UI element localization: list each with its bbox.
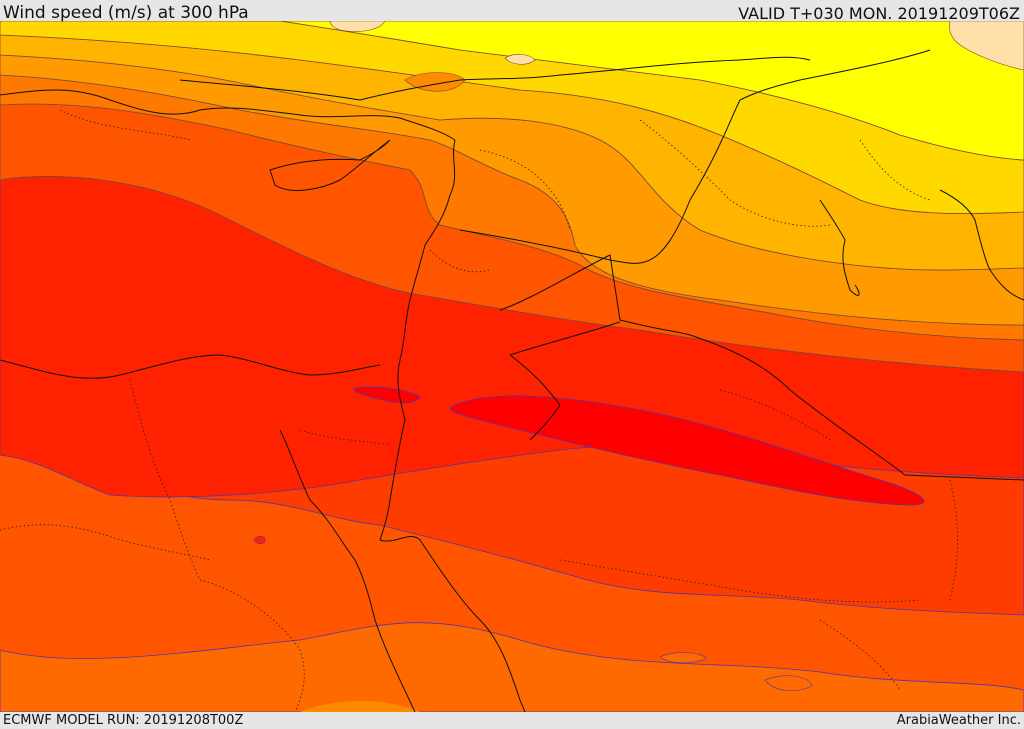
field-patch-light-3 (949, 21, 1024, 71)
credit: ArabiaWeather Inc. (896, 713, 1021, 728)
borders (0, 49, 1024, 712)
field-band-south-lightest (300, 701, 420, 712)
field-patch-light-2 (504, 54, 536, 65)
valid-time: VALID T+030 MON. 20191209T06Z (738, 4, 1020, 23)
field-jet-core-small (353, 386, 421, 404)
field-patch-orange-2 (659, 652, 707, 664)
field-jet-core (450, 395, 925, 506)
admin-borders (0, 109, 958, 712)
model-run: ECMWF MODEL RUN: 20191208T00Z (3, 713, 244, 728)
field-band-south-light (0, 622, 1024, 712)
field-patch-orange-3 (764, 675, 813, 692)
map-title: Wind speed (m/s) at 300 hPa (3, 3, 249, 23)
field-band-yellow (240, 21, 1024, 161)
field-patch-red-small (254, 536, 266, 544)
footer-bar: ECMWF MODEL RUN: 20191208T00Z ArabiaWeat… (0, 712, 1024, 729)
header-bar: Wind speed (m/s) at 300 hPa VALID T+030 … (0, 0, 1024, 23)
weather-map[interactable] (0, 21, 1024, 712)
field-patch-light-1 (329, 21, 386, 32)
